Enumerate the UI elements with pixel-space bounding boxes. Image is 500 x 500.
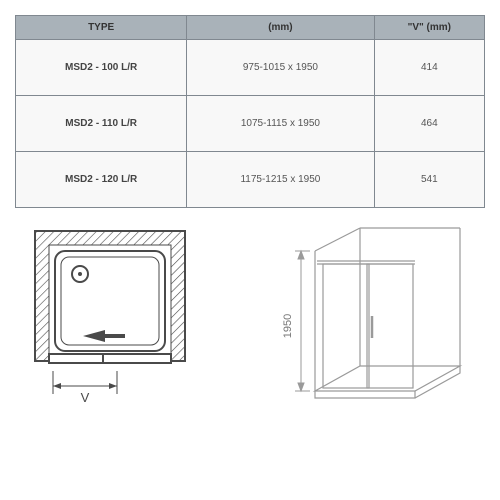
cell-dim: 975-1015 x 1950 <box>187 40 374 96</box>
cell-v: 464 <box>374 96 484 152</box>
cell-type: MSD2 - 110 L/R <box>16 96 187 152</box>
table-row: MSD2 - 120 L/R 1175-1215 x 1950 541 <box>16 152 485 208</box>
iso-diagram: 1950 <box>255 226 475 421</box>
plan-diagram: V <box>25 226 220 421</box>
table-header-row: TYPE (mm) "V" (mm) <box>16 16 485 40</box>
cell-dim: 1175-1215 x 1950 <box>187 152 374 208</box>
col-header-type: TYPE <box>16 16 187 40</box>
height-label: 1950 <box>282 314 294 338</box>
table-row: MSD2 - 110 L/R 1075-1115 x 1950 464 <box>16 96 485 152</box>
cell-type: MSD2 - 120 L/R <box>16 152 187 208</box>
cell-type: MSD2 - 100 L/R <box>16 40 187 96</box>
cell-v: 414 <box>374 40 484 96</box>
v-label: V <box>81 390 90 405</box>
iso-svg: 1950 <box>255 226 475 421</box>
table-row: MSD2 - 100 L/R 975-1015 x 1950 414 <box>16 40 485 96</box>
spec-table: TYPE (mm) "V" (mm) MSD2 - 100 L/R 975-10… <box>15 15 485 208</box>
col-header-v: "V" (mm) <box>374 16 484 40</box>
plan-svg: V <box>25 226 220 421</box>
col-header-mm: (mm) <box>187 16 374 40</box>
cell-v: 541 <box>374 152 484 208</box>
cell-dim: 1075-1115 x 1950 <box>187 96 374 152</box>
diagrams-row: V <box>15 226 485 421</box>
